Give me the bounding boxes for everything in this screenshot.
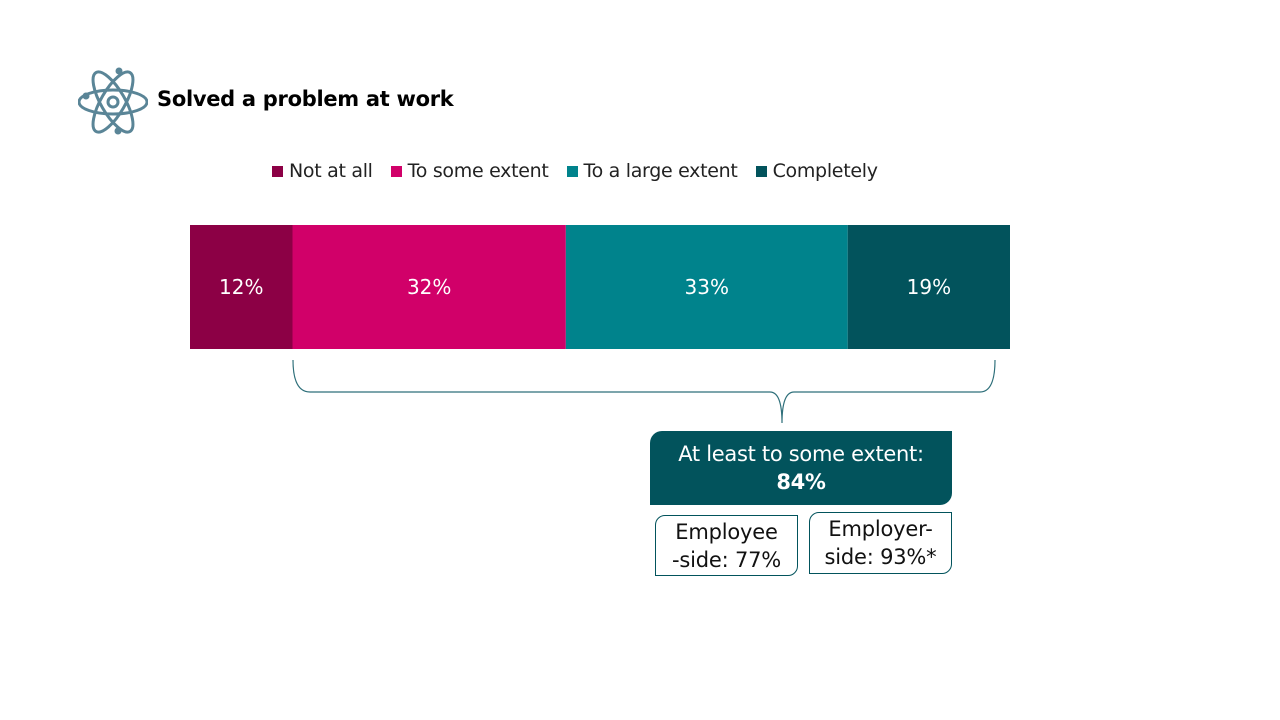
summary-box: At least to some extent: 84%: [650, 431, 952, 505]
employee-line2: -side: 77%: [671, 548, 782, 572]
employer-line2: side: 93%*: [824, 545, 937, 569]
data-label: 32%: [407, 275, 451, 299]
employee-side-box: Employee -side: 77%: [655, 515, 798, 576]
data-label: 19%: [907, 275, 951, 299]
employee-line1: Employee: [675, 520, 778, 544]
legend-item: To some extent: [390, 160, 549, 182]
legend-label: Completely: [772, 160, 878, 182]
legend-swatch: [566, 165, 578, 177]
legend-swatch: [755, 165, 767, 177]
legend-item: Not at all: [272, 160, 373, 182]
legend-label: To a large extent: [583, 160, 738, 182]
bar-segment: [190, 225, 293, 349]
legend-label: Not at all: [289, 160, 373, 182]
bar-segment: [847, 225, 1010, 349]
legend-label: To some extent: [407, 160, 549, 182]
employer-line1: Employer-: [828, 517, 933, 541]
summary-label: At least to some extent:: [678, 442, 924, 466]
brace: [292, 359, 996, 424]
chart-title: Solved a problem at work: [157, 87, 454, 111]
legend: Not at all To some extent To a large exten…: [272, 160, 878, 182]
atom-icon: [78, 67, 148, 135]
legend-swatch: [390, 165, 402, 177]
data-label: 33%: [685, 275, 729, 299]
legend-item: To a large extent: [566, 160, 738, 182]
bar-segment: [292, 225, 566, 349]
legend-item: Completely: [755, 160, 878, 182]
employer-side-box: Employer- side: 93%*: [809, 512, 952, 574]
bar-segment: [565, 225, 848, 349]
summary-value: 84%: [776, 470, 826, 494]
data-label: 12%: [219, 275, 263, 299]
legend-swatch: [272, 165, 283, 177]
